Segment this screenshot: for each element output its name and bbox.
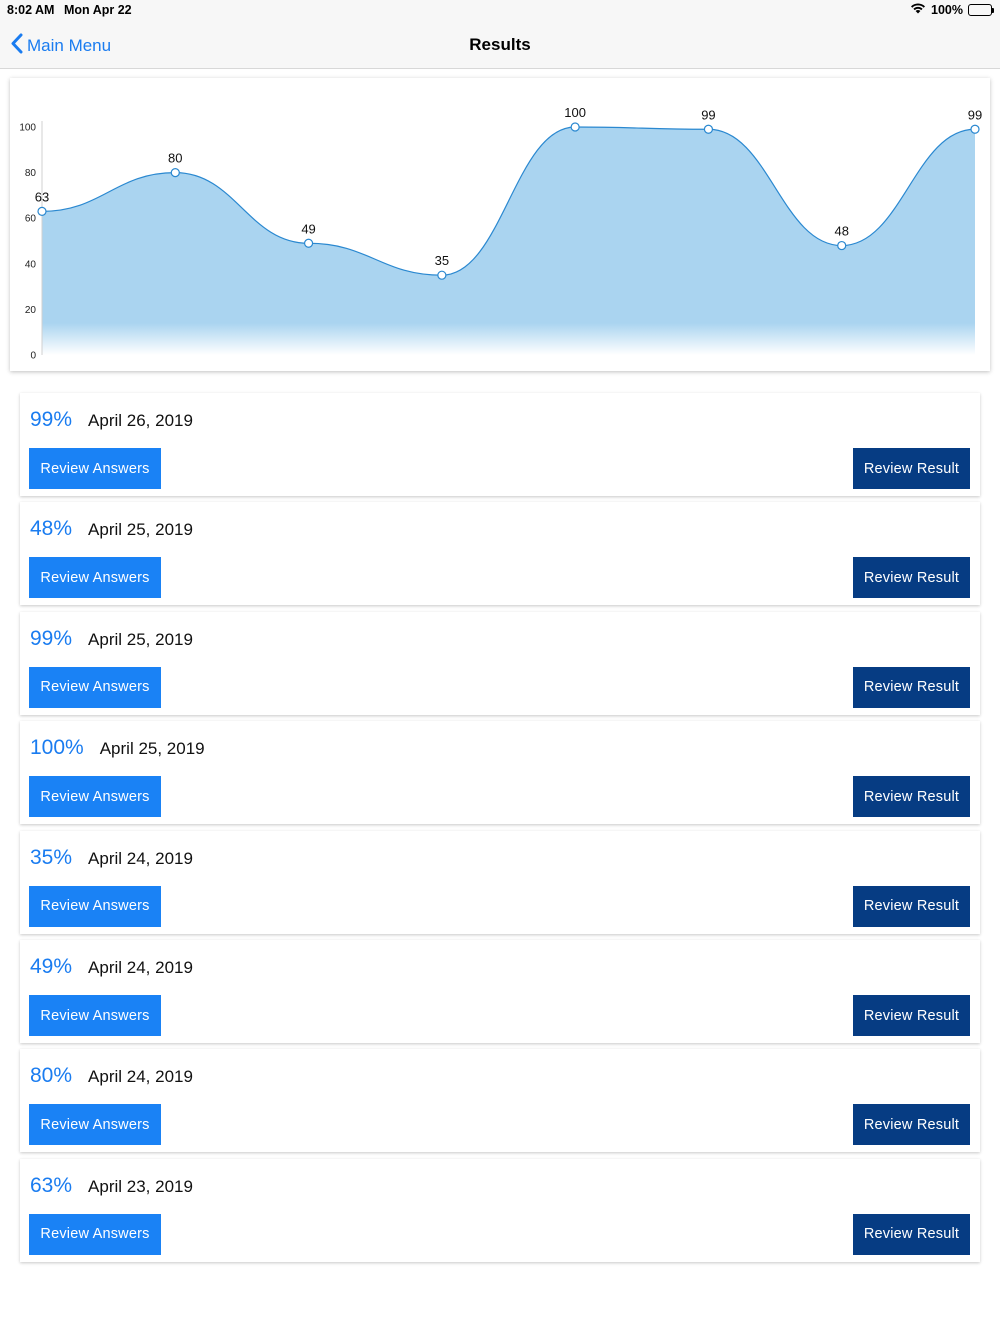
y-tick-label: 100 [19, 123, 36, 134]
result-card: 100% April 25, 2019 Review Answers Review R… [20, 721, 980, 825]
page-title: Results [469, 35, 531, 54]
result-header: 48% April 25, 2019 [30, 517, 193, 541]
chart-data-label: 80 [168, 151, 182, 166]
result-score: 80% [30, 1064, 73, 1088]
result-card: 99% April 25, 2019 Review Answers Review Re… [20, 611, 980, 715]
result-header: 100% April 25, 2019 [30, 736, 205, 760]
result-date: April 23, 2019 [88, 1176, 193, 1196]
review-result-button[interactable]: Review Result [853, 885, 970, 927]
result-score: 99% [30, 408, 73, 431]
review-result-button[interactable]: Review Result [853, 448, 970, 489]
result-date: April 25, 2019 [88, 520, 193, 540]
chart-data-point [570, 122, 580, 132]
result-date: April 26, 2019 [88, 411, 193, 430]
result-card: 99% April 26, 2019 Review Answers Review Re… [20, 393, 980, 496]
review-answers-button[interactable]: Review Answers [29, 1213, 161, 1255]
status-date: Mon Apr 22 [64, 3, 132, 17]
result-header: 99% April 25, 2019 [30, 627, 193, 651]
result-date: April 24, 2019 [88, 848, 193, 868]
y-tick-label: 0 [30, 351, 36, 362]
status-time: 8:02 AM [7, 3, 55, 17]
chart-data-label: 99 [701, 107, 715, 122]
review-result-button[interactable]: Review Result [853, 1213, 970, 1255]
review-result-button[interactable]: Review Result [853, 776, 970, 818]
result-header: 63% April 23, 2019 [30, 1174, 193, 1198]
review-result-button[interactable]: Review Result [853, 557, 970, 599]
review-result-button[interactable]: Review Result [853, 1104, 970, 1146]
results-chart: 0 20 40 60 80 100 63 80 49 35 100 99 48 99 [10, 78, 990, 371]
review-result-button[interactable]: Review Result [853, 995, 970, 1036]
battery-icon [968, 3, 994, 16]
result-card: 35% April 24, 2019 Review Answers Review Re… [20, 830, 980, 934]
results-area-chart: 0 20 40 60 80 100 63 80 49 35 100 99 48 99 [19, 105, 982, 362]
back-button-label: Main Menu [27, 36, 112, 55]
chart-data-label: 63 [35, 189, 49, 204]
chart-data-point [303, 238, 314, 248]
result-date: April 25, 2019 [99, 739, 205, 759]
result-score: 63% [30, 1173, 73, 1197]
review-answers-button[interactable]: Review Answers [29, 448, 161, 489]
status-bar: 8:02 AM Mon Apr 22 100% [0, 0, 1000, 22]
result-header: 80% April 24, 2019 [30, 1064, 193, 1088]
chart-area-fill [42, 127, 975, 355]
result-card: 80% April 24, 2019 Review Answers Review Re… [20, 1049, 980, 1153]
result-header: 49% April 24, 2019 [30, 955, 193, 979]
chart-data-label: 99 [968, 107, 982, 122]
back-button[interactable]: Main Menu [10, 33, 111, 59]
chart-data-label: 49 [301, 221, 315, 236]
chart-data-point [703, 124, 714, 134]
wifi-icon [910, 2, 926, 17]
chevron-left-icon [10, 33, 23, 59]
chart-data-point [837, 240, 847, 251]
result-card: 63% April 23, 2019 Review Answers Review Re… [20, 1158, 980, 1262]
chart-data-point [970, 124, 980, 134]
result-card: 49% April 24, 2019 Review Answers Review Re… [20, 940, 980, 1043]
y-tick-label: 20 [25, 305, 37, 316]
result-date: April 24, 2019 [88, 1067, 193, 1087]
result-header: 35% April 24, 2019 [30, 846, 193, 870]
review-answers-button[interactable]: Review Answers [29, 666, 161, 708]
result-date: April 25, 2019 [88, 629, 193, 649]
y-tick-label: 80 [25, 168, 37, 179]
status-indicators: 100% [910, 2, 994, 17]
navigation-bar: Main Menu Results [0, 22, 1000, 69]
review-answers-button[interactable]: Review Answers [29, 776, 161, 818]
chart-data-point [170, 167, 180, 178]
result-score: 35% [30, 845, 73, 869]
review-result-button[interactable]: Review Result [853, 666, 970, 708]
review-answers-button[interactable]: Review Answers [29, 1104, 161, 1146]
result-date: April 24, 2019 [88, 958, 193, 977]
result-score: 100% [30, 736, 84, 760]
review-answers-button[interactable]: Review Answers [29, 885, 161, 927]
review-answers-button[interactable]: Review Answers [29, 995, 161, 1036]
chart-data-label: 35 [435, 253, 449, 268]
chart-data-label: 48 [834, 224, 848, 239]
result-score: 49% [30, 955, 73, 978]
result-header: 99% April 26, 2019 [30, 408, 193, 432]
battery-percentage: 100% [931, 2, 963, 17]
chart-data-point [37, 206, 47, 216]
chart-data-label: 100 [564, 105, 586, 120]
y-tick-label: 40 [25, 259, 37, 270]
result-score: 48% [30, 517, 73, 541]
y-tick-label: 60 [25, 214, 37, 225]
result-score: 99% [30, 626, 73, 650]
chart-data-point [437, 270, 447, 280]
result-card: 48% April 25, 2019 Review Answers Review Re… [20, 502, 980, 606]
review-answers-button[interactable]: Review Answers [29, 557, 161, 599]
